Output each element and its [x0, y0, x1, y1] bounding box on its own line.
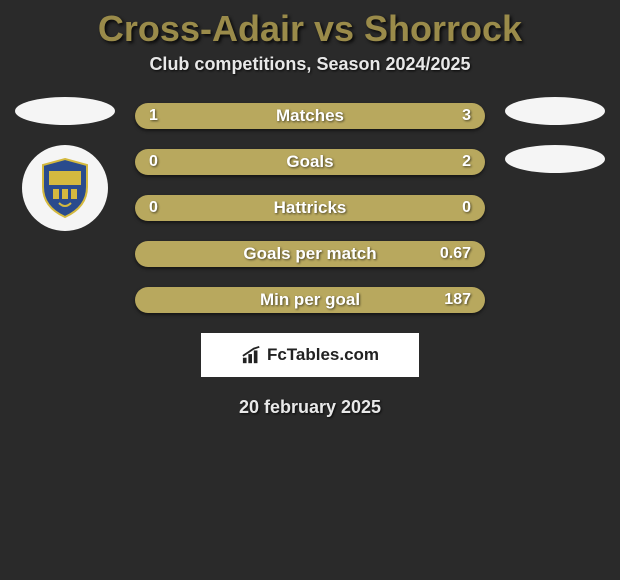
stat-row-matches: 1 Matches 3 — [135, 103, 485, 129]
stat-label: Goals — [286, 152, 333, 172]
brand-box[interactable]: FcTables.com — [201, 333, 419, 377]
left-player-badges — [10, 97, 120, 231]
stat-label: Min per goal — [260, 290, 360, 310]
stat-rows: 1 Matches 3 0 Goals 2 0 Hattricks 0 Goal… — [135, 103, 485, 313]
stat-right-value: 0 — [441, 199, 471, 217]
stat-left-value: 0 — [149, 153, 179, 171]
stat-row-goals-per-match: Goals per match 0.67 — [135, 241, 485, 267]
stat-label: Goals per match — [243, 244, 376, 264]
stat-row-min-per-goal: Min per goal 187 — [135, 287, 485, 313]
right-player-badges — [500, 97, 610, 193]
stat-label: Hattricks — [274, 198, 347, 218]
player-left-club-badge — [22, 145, 108, 231]
brand-label: FcTables.com — [267, 345, 379, 365]
player-right-ellipse-2 — [505, 145, 605, 173]
stat-label: Matches — [276, 106, 344, 126]
club-shield-icon — [39, 157, 91, 219]
stat-right-value: 0.67 — [440, 245, 471, 263]
player-left-ellipse — [15, 97, 115, 125]
comparison-card: Cross-Adair vs Shorrock Club competition… — [0, 0, 620, 418]
stat-row-hattricks: 0 Hattricks 0 — [135, 195, 485, 221]
stats-area: 1 Matches 3 0 Goals 2 0 Hattricks 0 Goal… — [0, 103, 620, 418]
player-right-ellipse-1 — [505, 97, 605, 125]
subtitle: Club competitions, Season 2024/2025 — [0, 54, 620, 103]
stat-left-value: 1 — [149, 107, 179, 125]
stat-right-value: 187 — [441, 291, 471, 309]
stat-row-goals: 0 Goals 2 — [135, 149, 485, 175]
stat-right-value: 3 — [441, 107, 471, 125]
page-title: Cross-Adair vs Shorrock — [0, 0, 620, 54]
stat-right-value: 2 — [441, 153, 471, 171]
stat-left-value: 0 — [149, 199, 179, 217]
date-text: 20 february 2025 — [0, 397, 620, 418]
bar-chart-icon — [241, 345, 263, 365]
